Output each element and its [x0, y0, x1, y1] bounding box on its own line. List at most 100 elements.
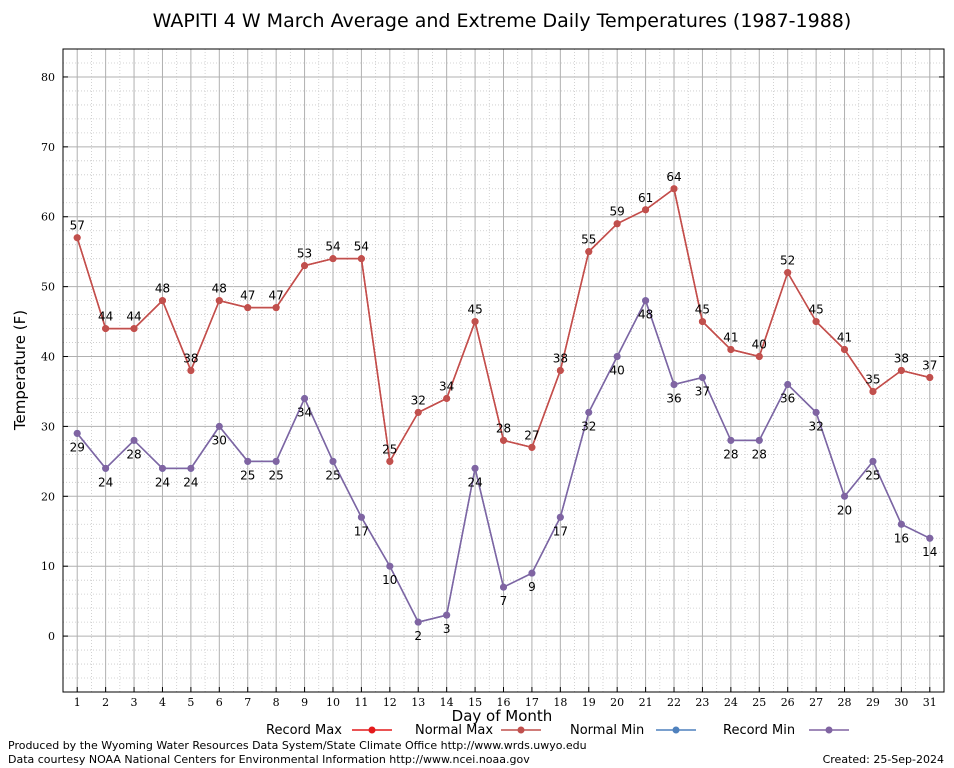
max-data-label: 52 — [780, 254, 795, 268]
legend-label: Record Max — [266, 723, 342, 738]
data-point — [272, 304, 280, 312]
y-tick-label: 70 — [41, 141, 55, 154]
min-data-label: 36 — [780, 391, 795, 405]
data-point — [301, 394, 309, 402]
data-point — [897, 520, 905, 528]
footer-produced-by: Produced by the Wyoming Water Resources … — [8, 739, 587, 752]
x-tick-label: 13 — [411, 696, 425, 709]
data-point — [670, 185, 678, 193]
max-data-label: 27 — [524, 428, 539, 442]
x-tick-label: 4 — [159, 696, 166, 709]
x-tick-label: 23 — [695, 696, 709, 709]
x-tick-label: 8 — [273, 696, 280, 709]
x-tick-label: 17 — [525, 696, 539, 709]
grid — [63, 48, 944, 693]
x-tick-label: 6 — [216, 696, 223, 709]
min-data-label: 37 — [695, 384, 710, 398]
max-data-label: 54 — [325, 240, 340, 254]
x-tick-label: 3 — [131, 696, 138, 709]
legend-swatch-marker — [517, 726, 525, 734]
data-point — [500, 583, 507, 591]
x-tick-label: 10 — [326, 696, 340, 709]
min-data-label: 25 — [240, 468, 255, 482]
max-data-label: 44 — [98, 310, 113, 324]
min-data-label: 30 — [212, 433, 227, 447]
max-data-label: 38 — [553, 352, 568, 366]
data-point — [244, 457, 252, 465]
min-data-label: 10 — [382, 573, 397, 587]
max-data-label: 32 — [411, 393, 426, 407]
min-data-label: 29 — [70, 440, 85, 454]
x-tick-label: 12 — [383, 696, 397, 709]
data-point — [528, 443, 536, 451]
min-data-label: 20 — [837, 503, 852, 517]
data-point — [187, 367, 195, 374]
data-point — [926, 534, 934, 542]
y-tick-label: 10 — [41, 560, 55, 573]
data-point — [443, 394, 451, 402]
y-tick-label: 20 — [41, 490, 55, 503]
data-point — [272, 457, 280, 465]
legend-label: Normal Min — [570, 723, 644, 738]
footer-data-courtesy: Data courtesy NOAA National Centers for … — [8, 753, 530, 766]
min-data-label: 7 — [500, 594, 508, 608]
data-point — [755, 353, 763, 361]
data-point — [102, 464, 110, 472]
x-tick-label: 21 — [639, 696, 653, 709]
data-point — [158, 297, 166, 305]
max-data-label: 38 — [894, 352, 909, 366]
x-tick-label: 25 — [752, 696, 766, 709]
data-point — [187, 464, 195, 472]
max-data-label: 45 — [467, 303, 482, 317]
x-tick-label: 24 — [724, 696, 738, 709]
data-point — [556, 513, 564, 521]
data-point — [698, 318, 706, 326]
data-point — [784, 269, 792, 277]
data-point — [73, 429, 81, 437]
y-tick-label: 50 — [41, 281, 55, 294]
min-data-label: 28 — [723, 447, 738, 461]
x-tick-label: 5 — [187, 696, 194, 709]
x-tick-label: 2 — [102, 696, 109, 709]
max-data-label: 44 — [126, 310, 141, 324]
data-point — [301, 262, 309, 270]
x-tick-label: 15 — [468, 696, 482, 709]
min-data-label: 34 — [297, 405, 312, 419]
max-data-label: 59 — [610, 205, 625, 219]
data-point — [869, 457, 877, 465]
data-point — [357, 255, 365, 263]
min-data-label: 25 — [865, 468, 880, 482]
footer-created-date: Created: 25-Sep-2024 — [823, 753, 944, 766]
legend-swatch-marker — [368, 726, 376, 734]
min-data-label: 40 — [610, 364, 625, 378]
data-point — [130, 325, 138, 333]
data-point — [73, 234, 81, 242]
data-point — [130, 436, 138, 444]
x-tick-label: 16 — [497, 696, 511, 709]
max-data-label: 41 — [723, 331, 738, 345]
max-data-label: 25 — [382, 442, 397, 456]
min-data-label: 14 — [922, 545, 937, 559]
min-data-label: 16 — [894, 531, 909, 545]
y-axis: 0 10 20 30 40 50 60 70 80 — [41, 71, 944, 643]
data-point — [500, 436, 507, 444]
x-tick-label: 7 — [244, 696, 251, 709]
legend-item: Normal Min — [570, 723, 696, 738]
data-point — [556, 367, 564, 374]
data-point — [841, 346, 849, 354]
data-point — [102, 325, 110, 333]
min-data-label: 2 — [414, 629, 422, 643]
min-data-label: 3 — [443, 622, 451, 636]
y-tick-label: 60 — [41, 211, 55, 224]
x-tick-label: 14 — [440, 696, 454, 709]
data-point — [329, 457, 337, 465]
legend-label: Record Min — [723, 723, 795, 738]
legend-item: Record Max — [266, 723, 392, 738]
y-tick-label: 40 — [41, 351, 55, 364]
max-data-label: 40 — [752, 338, 767, 352]
data-point — [414, 408, 422, 416]
max-data-label: 37 — [922, 358, 937, 372]
min-data-label: 9 — [528, 580, 536, 594]
